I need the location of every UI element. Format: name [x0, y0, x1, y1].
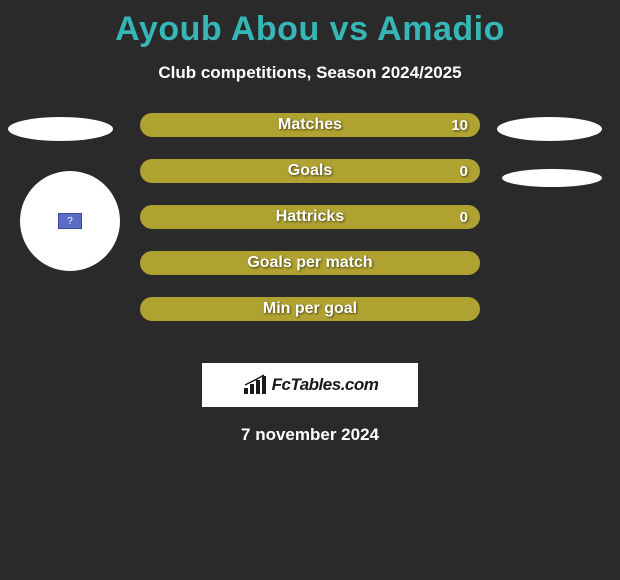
stat-value: 10: [451, 117, 468, 134]
stat-label: Matches: [278, 116, 342, 134]
stat-row-goals-per-match: Goals per match: [140, 251, 480, 275]
stat-label: Goals: [288, 162, 332, 180]
stat-value: 0: [460, 209, 468, 226]
stat-row-matches: Matches 10: [140, 113, 480, 137]
fctables-chart-icon: [242, 374, 268, 396]
snapshot-date: 7 november 2024: [0, 425, 620, 445]
stat-bars: Matches 10 Goals 0 Hattricks 0 Goals per…: [140, 113, 480, 343]
player-right-badge-2: [502, 169, 602, 187]
stat-label: Min per goal: [263, 300, 357, 318]
fctables-logo-box: FcTables.com: [202, 363, 418, 407]
stat-row-hattricks: Hattricks 0: [140, 205, 480, 229]
stat-label: Goals per match: [247, 254, 372, 272]
player-left-avatar: ?: [20, 171, 120, 271]
player-right-badge-1: [497, 117, 602, 141]
comparison-subtitle: Club competitions, Season 2024/2025: [0, 63, 620, 83]
fctables-logo-text: FcTables.com: [272, 375, 379, 395]
stat-label: Hattricks: [276, 208, 344, 226]
stat-row-goals: Goals 0: [140, 159, 480, 183]
player-left-badge: [8, 117, 113, 141]
stat-value: 0: [460, 163, 468, 180]
stats-area: ? Matches 10 Goals 0 Hattricks 0 Goals p…: [0, 113, 620, 343]
comparison-title: Ayoub Abou vs Amadio: [0, 0, 620, 49]
avatar-placeholder-icon: ?: [58, 213, 82, 229]
stat-row-min-per-goal: Min per goal: [140, 297, 480, 321]
